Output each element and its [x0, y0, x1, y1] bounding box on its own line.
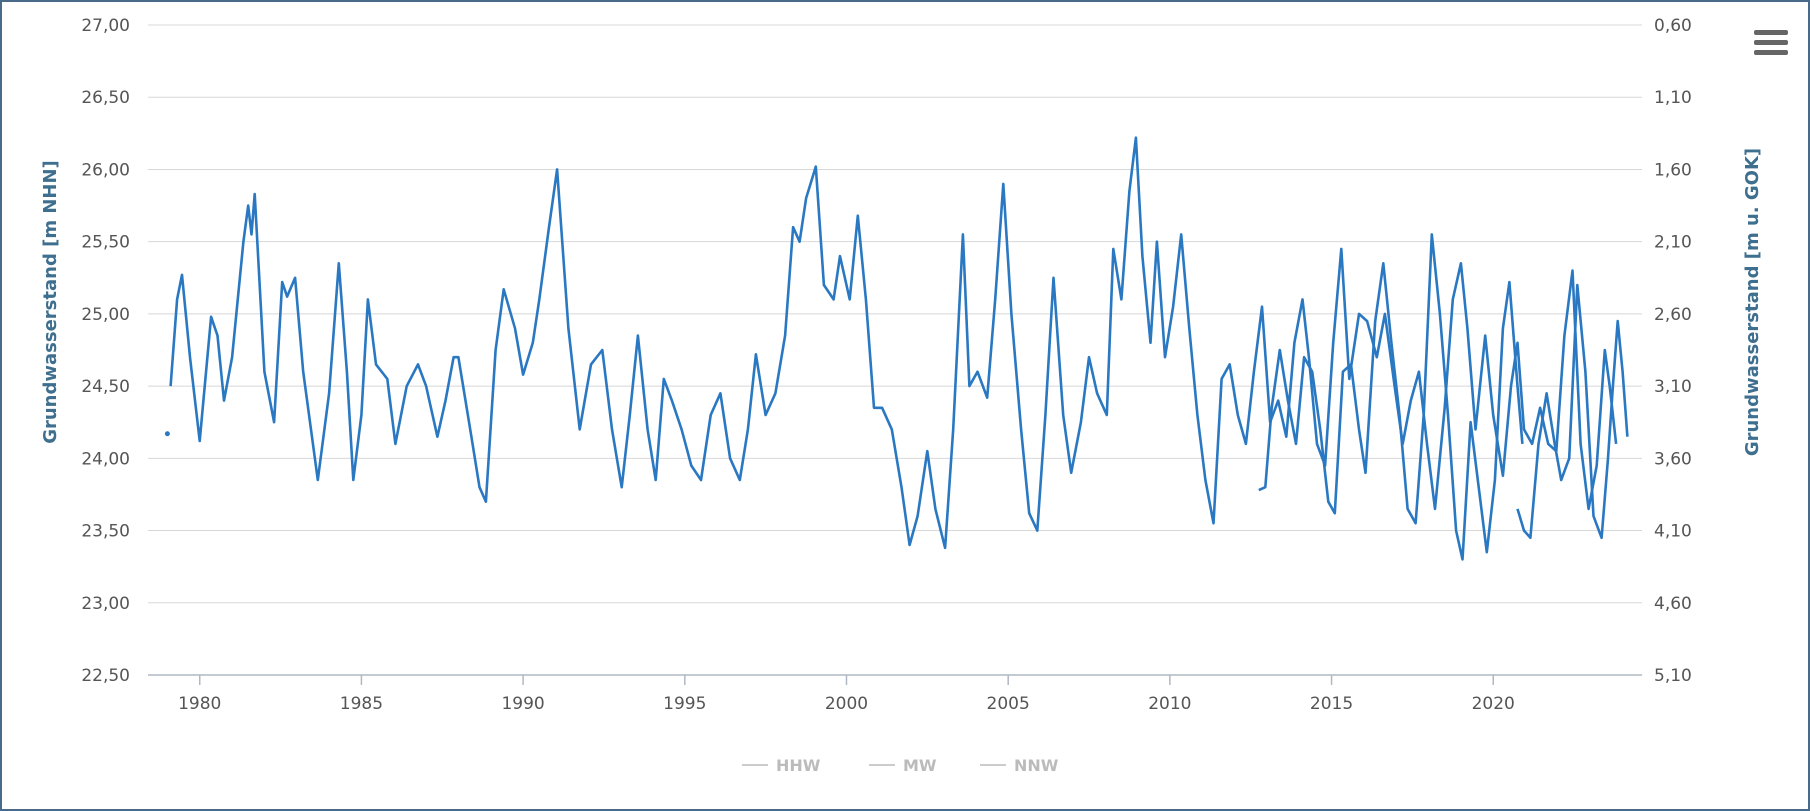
y-tick-label-0: 22,50 — [81, 666, 130, 686]
x-tick-label-1: 1985 — [340, 694, 383, 714]
y-axis-title: Grundwasserstand [m NHN] — [40, 160, 61, 444]
y2-tick-label-1: 4,60 — [1654, 594, 1692, 614]
y2-tick-label-3: 3,60 — [1654, 449, 1692, 469]
y-tick-label-8: 26,50 — [81, 88, 130, 108]
y-tick-label-5: 25,00 — [81, 305, 130, 325]
x-tick-label-0: 1980 — [178, 694, 221, 714]
legend-item-nnw[interactable]: NNW — [980, 756, 1059, 775]
series-group — [164, 136, 1629, 561]
x-tick-label-4: 2000 — [825, 694, 868, 714]
series-line-segment-1 — [1258, 233, 1524, 561]
y-tick-label-2: 23,50 — [81, 522, 130, 542]
y2-tick-label-8: 1,10 — [1654, 88, 1692, 108]
y2-tick-label-5: 2,60 — [1654, 305, 1692, 325]
y2-axis-ticks: 5,10 4,60 4,10 3,60 3,10 2,60 2,10 1,60 1,10 0,60 — [1654, 16, 1692, 686]
legend-label-mw: MW — [903, 756, 937, 775]
legend-item-hhw[interactable]: HHW — [742, 756, 821, 775]
legend-label-nnw: NNW — [1014, 756, 1059, 775]
x-tick-label-7: 2015 — [1310, 694, 1353, 714]
legend[interactable]: HHW MW NNW — [742, 756, 1059, 775]
y2-tick-label-7: 1,60 — [1654, 160, 1692, 180]
y2-tick-label-2: 4,10 — [1654, 522, 1692, 542]
y-tick-label-3: 24,00 — [81, 449, 130, 469]
hamburger-menu-icon[interactable] — [1754, 30, 1788, 60]
y-tick-label-7: 26,00 — [81, 160, 130, 180]
x-tick-label-2: 1990 — [501, 694, 544, 714]
y-tick-label-4: 24,50 — [81, 377, 130, 397]
grid-lines — [148, 24, 1642, 676]
y-tick-label-9: 27,00 — [81, 16, 130, 36]
series-line-segment-2 — [1516, 283, 1629, 540]
y2-axis-title: Grundwasserstand [m u. GOK] — [1742, 148, 1763, 456]
y2-tick-label-4: 3,10 — [1654, 377, 1692, 397]
x-tick-label-3: 1995 — [663, 694, 706, 714]
y2-tick-label-9: 0,60 — [1654, 16, 1692, 36]
y2-tick-label-6: 2,10 — [1654, 233, 1692, 253]
series-line-segment-0 — [169, 136, 1618, 550]
legend-label-hhw: HHW — [776, 756, 821, 775]
y-tick-label-1: 23,00 — [81, 594, 130, 614]
y-axis-ticks: 22,50 23,00 23,50 24,00 24,50 25,00 25,50 26,00… — [81, 16, 130, 686]
y2-tick-label-0: 5,10 — [1654, 666, 1692, 686]
y-tick-label-6: 25,50 — [81, 233, 130, 253]
legend-item-mw[interactable]: MW — [869, 756, 937, 775]
x-axis-ticks: 1980 1985 1990 1995 2000 2005 2010 2015 2020 — [148, 674, 1642, 714]
data-point-isolated — [164, 431, 170, 437]
x-tick-label-6: 2010 — [1148, 694, 1191, 714]
x-tick-label-8: 2020 — [1472, 694, 1515, 714]
x-tick-label-5: 2005 — [987, 694, 1030, 714]
